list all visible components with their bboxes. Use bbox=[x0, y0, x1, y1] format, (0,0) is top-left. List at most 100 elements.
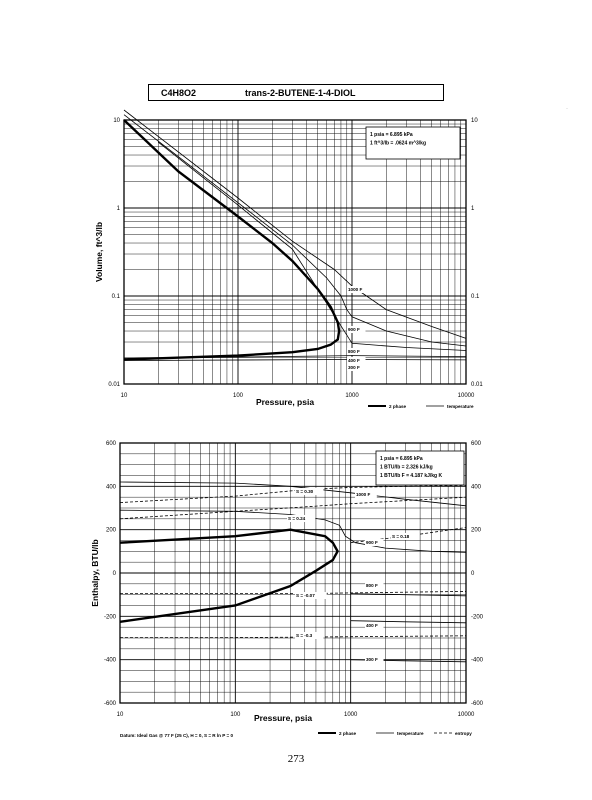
y-tick-label-left: 600 bbox=[106, 441, 117, 447]
y-tick-label-right: -600 bbox=[471, 701, 484, 707]
x-axis-label: Pressure, psia bbox=[254, 713, 312, 723]
y-tick-label-right: 0.01 bbox=[471, 382, 483, 388]
curve-label: S = 0.18 bbox=[392, 534, 410, 539]
curve-label-bg bbox=[365, 622, 384, 629]
x-tick-label: 10 bbox=[121, 393, 128, 399]
plot-frame bbox=[119, 442, 467, 704]
datum-footnote: Datum: Ideal Gas @ 77 F (25 C), H = 0, S… bbox=[120, 733, 233, 738]
curve-label-bg bbox=[347, 286, 369, 293]
y-axis-label: Enthalpy, BTU/lb bbox=[90, 539, 100, 606]
series-line-s-0-30 bbox=[119, 484, 467, 503]
units-note: 1 BTU/lb F = 4.187 kJ/kg K bbox=[380, 473, 442, 479]
series-line-900-f bbox=[123, 114, 467, 347]
y-tick-label-left: 0.01 bbox=[108, 382, 120, 388]
y-tick-label-right: 200 bbox=[471, 528, 482, 534]
curve-label: S = 0.30 bbox=[296, 489, 314, 494]
curve-label: 300 F bbox=[366, 657, 378, 662]
y-tick-label-left: 400 bbox=[106, 484, 117, 490]
units-note: 1 psia = 6.895 kPa bbox=[380, 456, 423, 462]
units-note: 1 psia = 6.895 kPa bbox=[370, 132, 413, 138]
curve-label-bg bbox=[365, 656, 384, 663]
curve-label-bg bbox=[295, 632, 324, 639]
units-note: 1 ft^3/lb = .0624 m^3/kg bbox=[370, 141, 426, 147]
y-tick-label-right: 1 bbox=[471, 206, 475, 212]
legend-label: temperature bbox=[447, 404, 474, 409]
series-line-s-0-07 bbox=[120, 591, 467, 594]
curve-label: 1000 F bbox=[348, 287, 362, 292]
y-tick-label-right: -200 bbox=[471, 614, 484, 620]
series-line-s-0-24 bbox=[119, 496, 467, 520]
curve-label: 400 F bbox=[348, 358, 360, 363]
legend-label: 2 phase bbox=[339, 731, 357, 736]
y-tick-label-left: 1 bbox=[117, 206, 121, 212]
series-line-1000-f bbox=[119, 481, 467, 507]
series-line-2-phase bbox=[119, 528, 339, 623]
series-line-900-f bbox=[119, 509, 467, 553]
curve-label-bg bbox=[347, 357, 366, 364]
series-line-800-f bbox=[350, 593, 467, 597]
y-tick-label-right: 10 bbox=[471, 118, 478, 124]
y-tick-label-left: 200 bbox=[106, 528, 117, 534]
y-tick-label-left: 0.1 bbox=[112, 294, 121, 300]
x-tick-label: 10 bbox=[117, 712, 124, 718]
curve-label-bg bbox=[391, 533, 420, 540]
curve-label-bg bbox=[287, 515, 316, 522]
curve-label: 400 F bbox=[366, 623, 378, 628]
curve-label-bg bbox=[365, 582, 384, 589]
curve-label: S = -0.3 bbox=[296, 633, 313, 638]
y-tick-label-left: -200 bbox=[104, 614, 117, 620]
chemical-formula: C4H8O2 bbox=[161, 88, 197, 98]
x-tick-label: 100 bbox=[233, 393, 244, 399]
series-line-400-f bbox=[350, 620, 467, 624]
curve-label-bg bbox=[295, 592, 327, 599]
curve-label-bg bbox=[347, 348, 366, 355]
plot-frame bbox=[123, 119, 467, 385]
x-tick-label: 10000 bbox=[458, 712, 475, 718]
curve-label-bg bbox=[347, 326, 366, 333]
x-tick-label: 10000 bbox=[458, 393, 475, 399]
curve-label: 900 F bbox=[366, 540, 378, 545]
curve-label: 800 F bbox=[366, 583, 378, 588]
y-tick-label-right: 400 bbox=[471, 484, 482, 490]
x-tick-label: 1000 bbox=[345, 393, 359, 399]
chemical-name: trans-2-BUTENE-1-4-DIOL bbox=[245, 88, 356, 98]
units-note-box bbox=[365, 126, 461, 160]
curve-label-bg bbox=[295, 488, 324, 495]
y-axis-label: Volume, ft^3/lb bbox=[94, 222, 104, 282]
series-line-s-0-3 bbox=[120, 635, 467, 638]
y-tick-label-right: 0 bbox=[471, 571, 475, 577]
x-tick-label: 100 bbox=[230, 712, 241, 718]
curve-label: 800 F bbox=[348, 349, 360, 354]
curve-label-bg bbox=[365, 539, 384, 546]
legend-label: entropy bbox=[455, 731, 472, 736]
chart-title-box: C4H8O2 trans-2-BUTENE-1-4-DIOL bbox=[148, 84, 444, 101]
chart-panel-2 bbox=[119, 442, 467, 734]
curve-label: 300 F bbox=[348, 365, 360, 370]
series-line-300-f bbox=[123, 359, 467, 361]
units-note-box bbox=[375, 450, 465, 486]
y-tick-label-right: 600 bbox=[471, 441, 482, 447]
curve-label-bg bbox=[355, 491, 377, 498]
legend-label: temperature bbox=[397, 731, 424, 736]
curve-label: 1000 F bbox=[356, 492, 370, 497]
scan-mark: · bbox=[566, 106, 568, 112]
x-axis-label: Pressure, psia bbox=[256, 397, 314, 407]
series-line-800-f bbox=[158, 141, 467, 351]
y-tick-label-right: 0.1 bbox=[471, 294, 480, 300]
curve-label: S = -0.07 bbox=[296, 593, 315, 598]
series-line-1000-f bbox=[123, 109, 467, 339]
curve-label: S = 0.24 bbox=[288, 516, 306, 521]
legend-label: 2 phase bbox=[389, 404, 407, 409]
series-line-2-phase bbox=[123, 119, 341, 361]
units-note: 1 BTU/lb = 2.326 kJ/kg bbox=[380, 465, 433, 471]
curve-label: 900 F bbox=[348, 327, 360, 332]
y-tick-label-left: 10 bbox=[113, 118, 120, 124]
y-tick-label-left: -600 bbox=[104, 701, 117, 707]
series-line-400-f bbox=[123, 355, 467, 359]
x-tick-label: 1000 bbox=[344, 712, 358, 718]
chart-panel-1 bbox=[123, 109, 467, 407]
y-tick-label-left: -400 bbox=[104, 658, 117, 664]
curve-label-bg bbox=[347, 364, 366, 371]
y-tick-label-left: 0 bbox=[113, 571, 117, 577]
